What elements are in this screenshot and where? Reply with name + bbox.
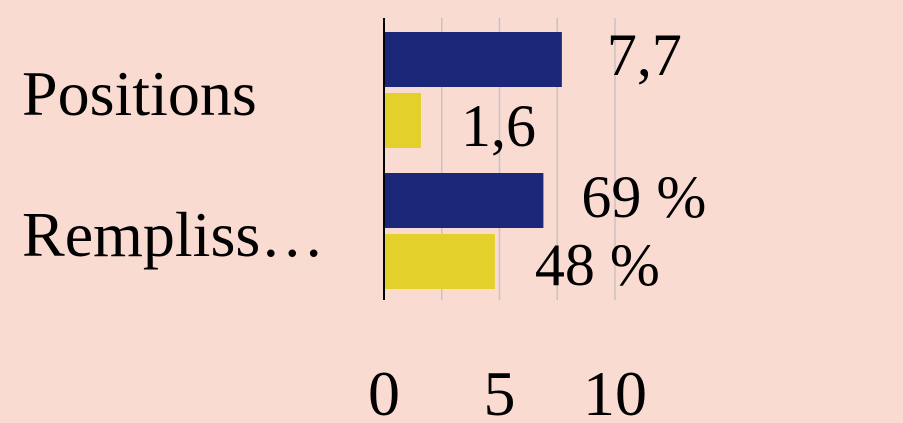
bars	[384, 32, 562, 289]
bar	[384, 93, 421, 148]
category-labels: Positions Rempliss…	[22, 58, 324, 270]
value-label: 48 %	[535, 232, 660, 298]
x-tick-label: 0	[368, 358, 400, 423]
value-label: 1,6	[461, 93, 536, 159]
x-tick-labels: 0 5 10	[368, 358, 647, 423]
value-label: 7,7	[607, 22, 682, 88]
bar	[384, 234, 495, 289]
x-tick-label: 5	[484, 358, 516, 423]
value-label: 69 %	[581, 164, 706, 230]
bar	[384, 173, 544, 228]
category-label: Positions	[22, 58, 257, 129]
x-tick-label: 10	[583, 358, 647, 423]
bar	[384, 32, 562, 87]
value-labels: 7,7 69 % 1,6 48 %	[461, 22, 706, 298]
category-label: Rempliss…	[22, 199, 324, 270]
